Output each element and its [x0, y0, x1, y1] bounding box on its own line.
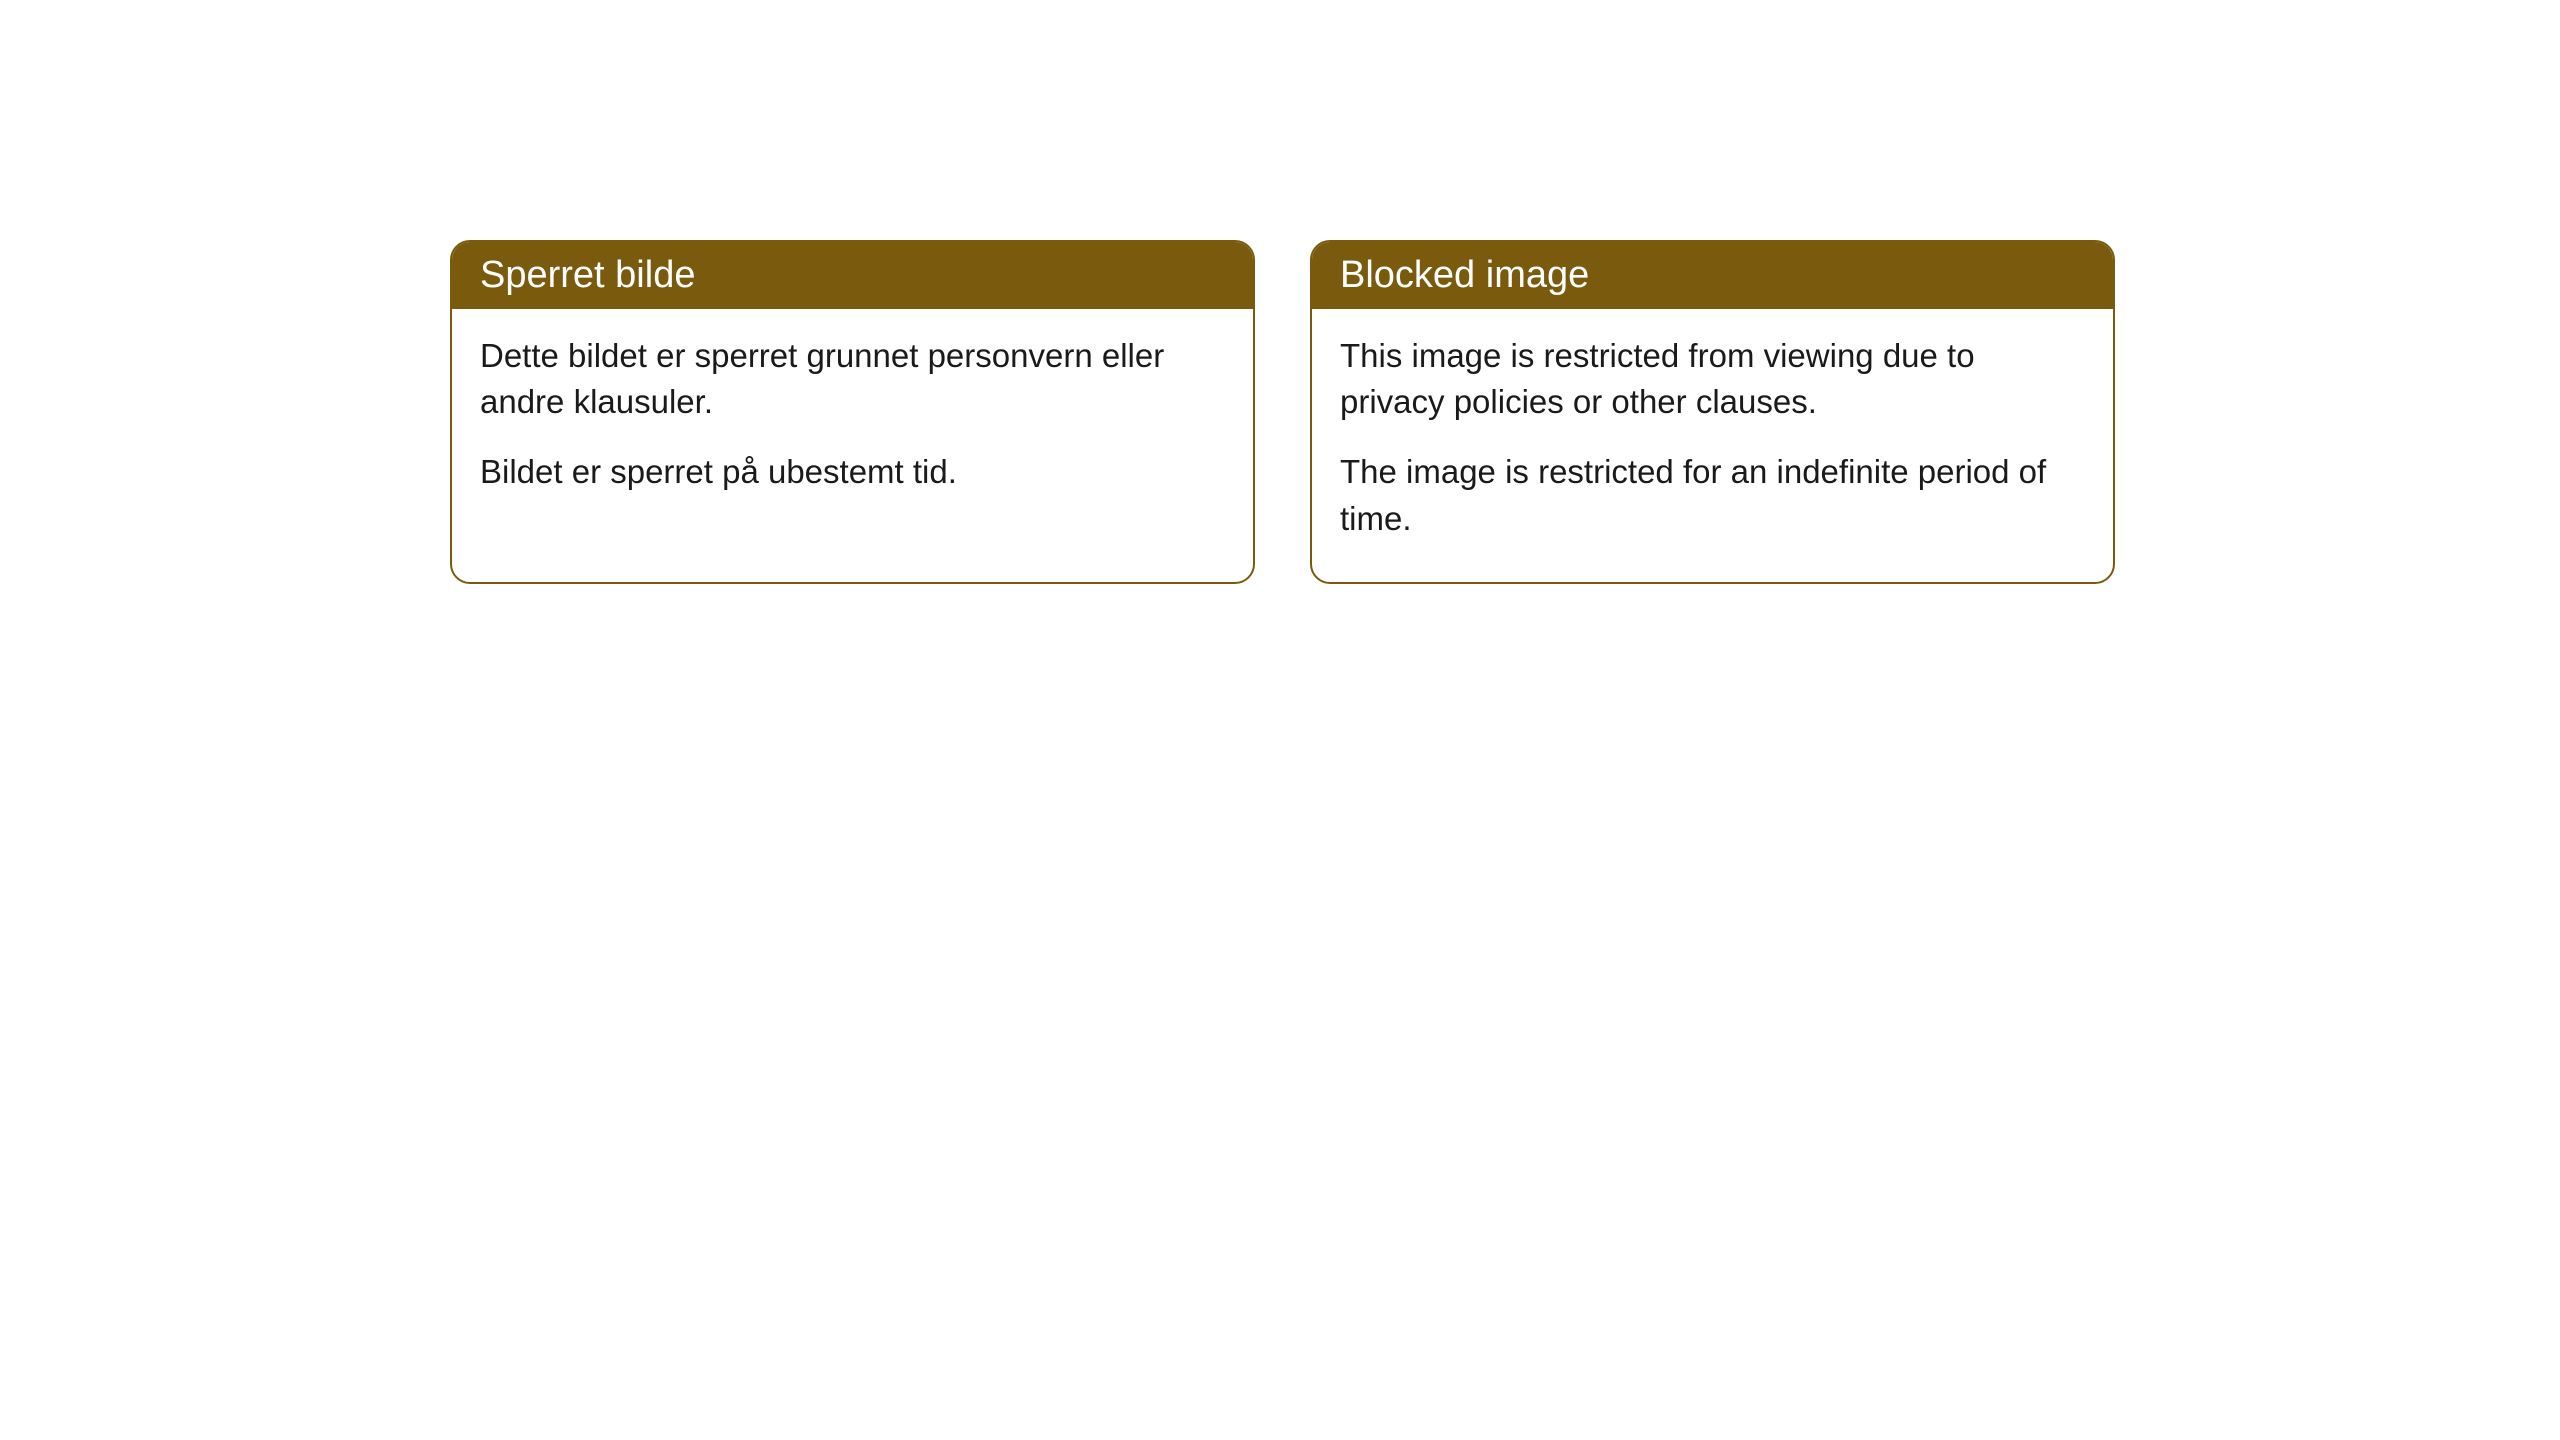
card-header: Blocked image — [1312, 242, 2113, 309]
card-paragraph-2: The image is restricted for an indefinit… — [1340, 449, 2085, 541]
card-paragraph-1: This image is restricted from viewing du… — [1340, 333, 2085, 425]
card-body: This image is restricted from viewing du… — [1312, 309, 2113, 582]
card-body: Dette bildet er sperret grunnet personve… — [452, 309, 1253, 536]
card-title: Sperret bilde — [480, 254, 695, 296]
card-title: Blocked image — [1340, 254, 1589, 296]
notice-cards-container: Sperret bilde Dette bildet er sperret gr… — [450, 240, 2560, 584]
card-paragraph-1: Dette bildet er sperret grunnet personve… — [480, 333, 1225, 425]
card-header: Sperret bilde — [452, 242, 1253, 309]
notice-card-english: Blocked image This image is restricted f… — [1310, 240, 2115, 584]
card-paragraph-2: Bildet er sperret på ubestemt tid. — [480, 449, 1225, 495]
notice-card-norwegian: Sperret bilde Dette bildet er sperret gr… — [450, 240, 1255, 584]
